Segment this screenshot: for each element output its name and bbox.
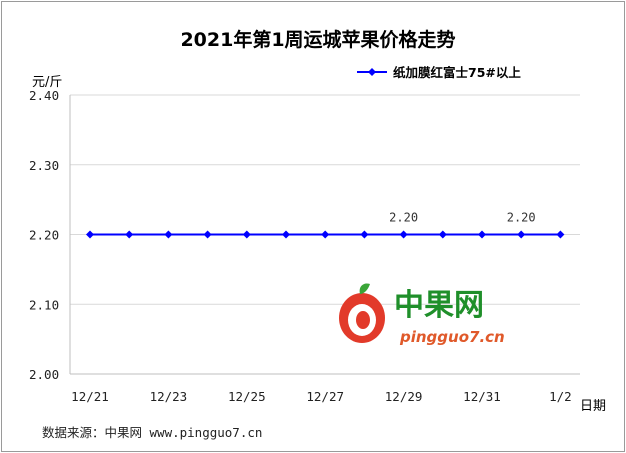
- data-point-marker: [517, 230, 526, 239]
- watermark-logo: 中果网 pingguo7.cn: [339, 283, 505, 346]
- y-tick-label: 2.10: [29, 297, 59, 312]
- data-point-marker: [321, 230, 330, 239]
- x-tick-label: 12/29: [385, 389, 423, 404]
- gridlines: [70, 94, 580, 305]
- watermark-site-url: pingguo7.cn: [399, 328, 505, 346]
- data-labels: 2.20 2.20: [389, 211, 536, 225]
- axes: [69, 95, 580, 375]
- series-layer: [86, 230, 565, 239]
- x-tick-label: 12/23: [150, 389, 188, 404]
- y-tick-label: 2.30: [29, 158, 59, 173]
- y-axis-unit-label: 元/斤: [32, 75, 62, 90]
- apple-logo-icon: [339, 283, 385, 343]
- data-point-marker: [125, 230, 134, 239]
- y-tick-label: 2.20: [29, 228, 59, 243]
- tick-labels: 2.00 2.10 2.20 2.30 2.40 12/21 12/23 12/25 12/27…: [29, 88, 572, 404]
- x-tick-label: 12/21: [71, 389, 109, 404]
- data-point-marker: [556, 230, 565, 239]
- legend-entry-label: 纸加膜红富士75#以上: [393, 65, 521, 80]
- x-axis-unit-label: 日期: [580, 399, 606, 414]
- data-point-marker: [282, 230, 290, 239]
- y-tick-label: 2.40: [29, 88, 59, 103]
- data-label: 2.20: [389, 211, 418, 225]
- data-point-marker: [164, 230, 173, 239]
- x-tick-label: 12/25: [228, 389, 266, 404]
- data-point-marker: [438, 230, 447, 239]
- x-tick-label: 1/2: [549, 389, 572, 404]
- data-label: 2.20: [507, 211, 536, 225]
- data-point-marker: [242, 230, 251, 239]
- data-point-marker: [478, 230, 486, 239]
- x-tick-label: 12/27: [306, 389, 344, 404]
- legend: 纸加膜红富士75#以上: [357, 65, 521, 80]
- watermark-site-name: 中果网: [394, 288, 484, 323]
- data-point-marker: [360, 230, 369, 239]
- data-point-marker: [203, 230, 212, 239]
- source-note: 数据来源：中果网 www.pingguo7.cn: [42, 425, 262, 440]
- chart-title: 2021年第1周运城苹果价格走势: [180, 28, 455, 51]
- x-tick-label: 12/31: [463, 389, 501, 404]
- legend-marker-swatch: [368, 68, 376, 76]
- data-point-marker: [399, 230, 408, 239]
- y-tick-label: 2.00: [29, 367, 59, 382]
- data-point-marker: [86, 230, 94, 239]
